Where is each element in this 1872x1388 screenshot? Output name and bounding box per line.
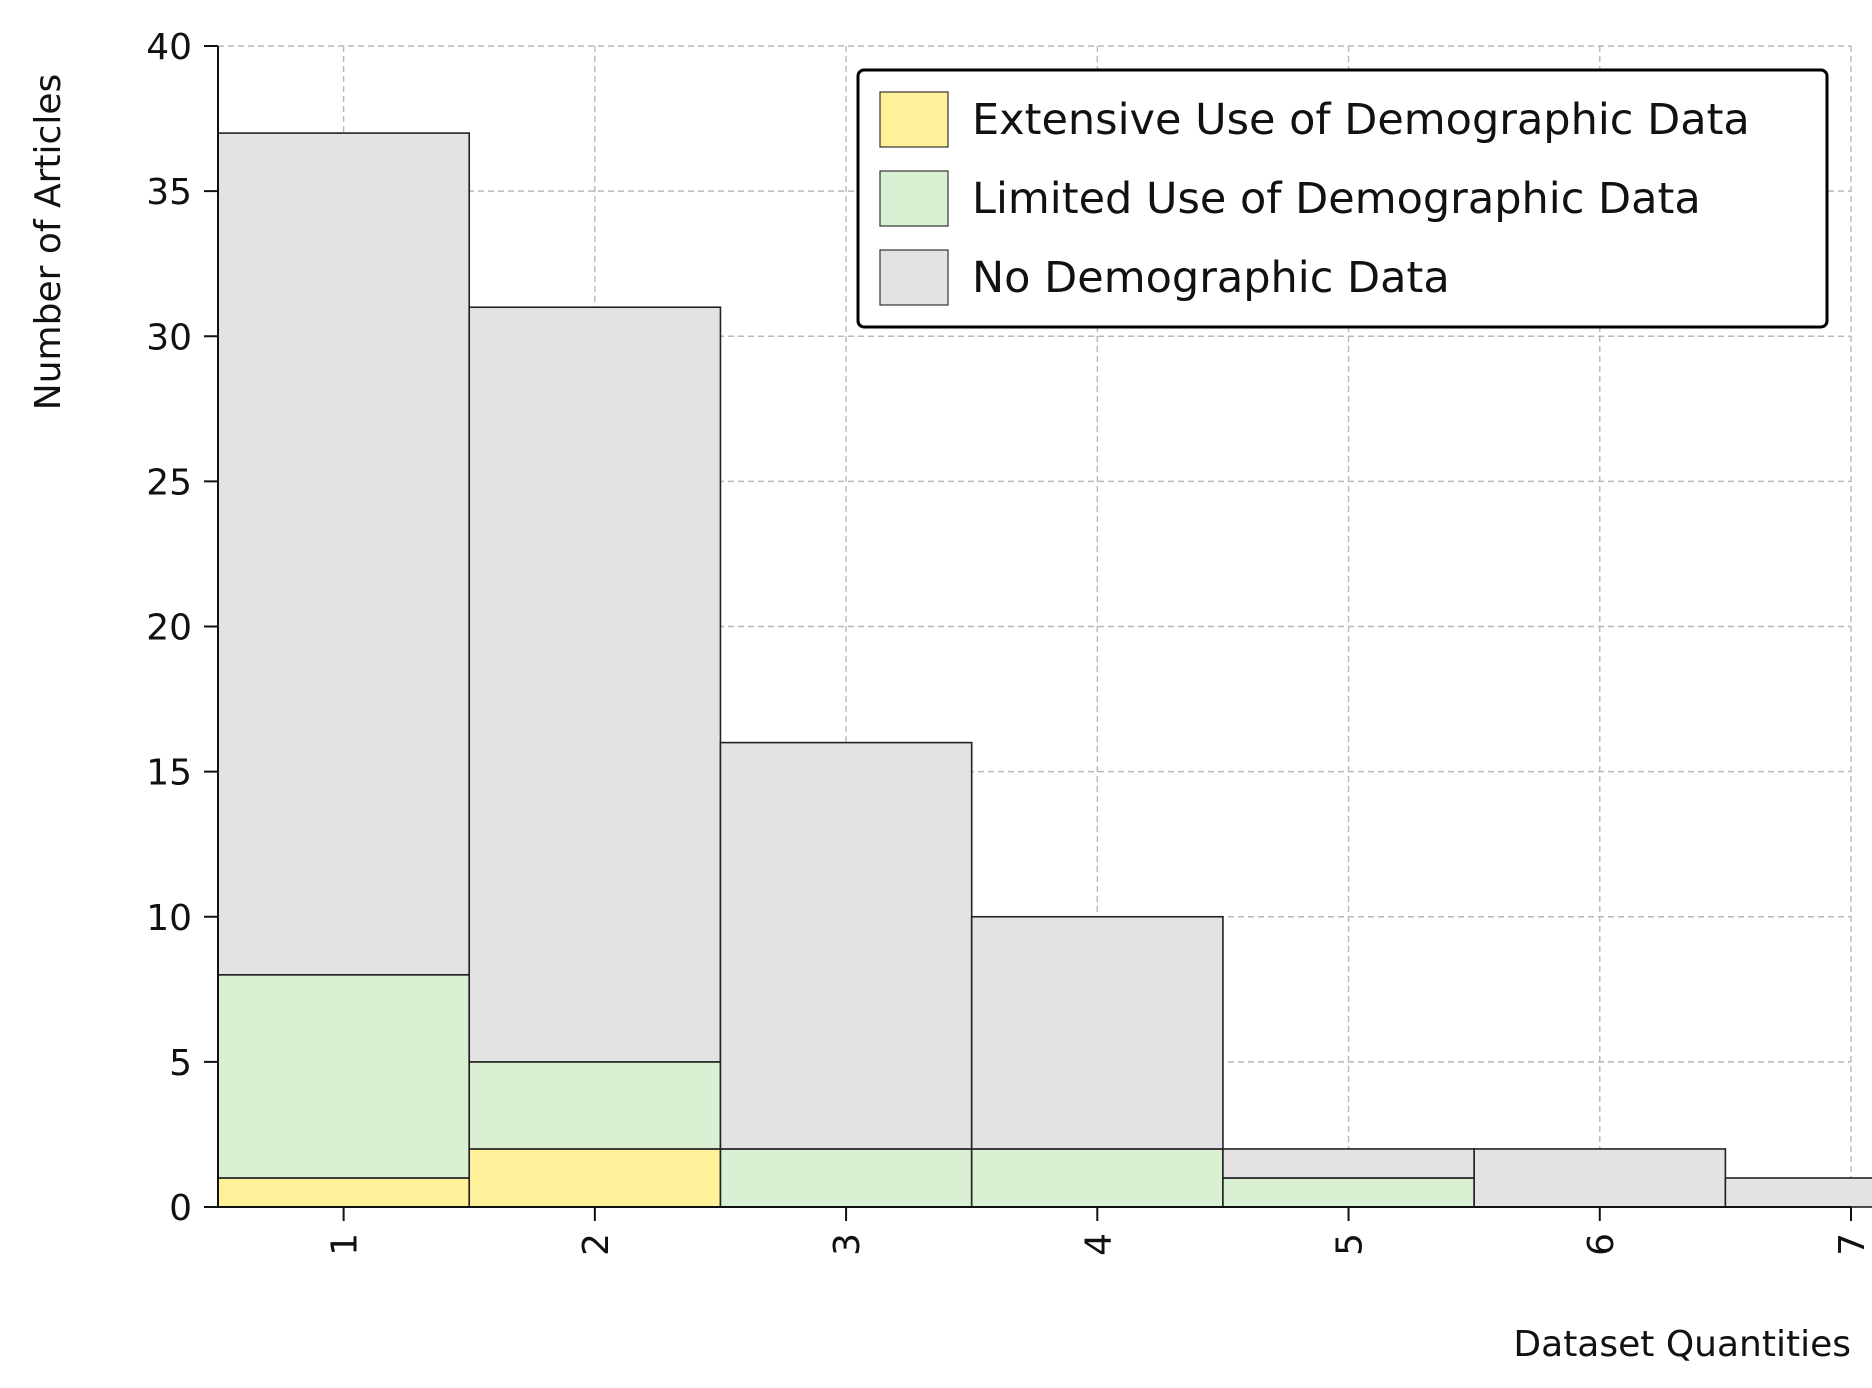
bar-segment-limited-5	[1222, 1177, 1475, 1208]
legend-swatch-limited	[879, 170, 949, 227]
y-tick-label: 35	[146, 172, 192, 213]
y-tick-label: 20	[146, 608, 192, 649]
bar-segment-none-5	[1222, 1148, 1475, 1179]
x-tick-label: 3	[827, 1233, 868, 1256]
x-tick-label: 5	[1330, 1233, 1371, 1256]
bar-segment-limited-3	[719, 1148, 973, 1208]
bar-segment-none-1	[217, 132, 471, 976]
y-axis-title: Number of Articles	[28, 74, 69, 410]
bar-segment-none-4	[970, 915, 1224, 1150]
x-tick-label: 7	[1832, 1233, 1872, 1256]
x-tick-label: 1	[325, 1233, 366, 1256]
legend-label-limited: Limited Use of Demographic Data	[972, 174, 1701, 224]
bar-segment-none-2	[468, 306, 722, 1063]
bars	[217, 132, 1872, 1208]
y-tick-label: 25	[146, 462, 192, 503]
legend: Extensive Use of Demographic Data Limite…	[856, 68, 1829, 329]
legend-label-extensive: Extensive Use of Demographic Data	[972, 95, 1750, 145]
bar-segment-none-3	[719, 741, 973, 1150]
legend-swatch-extensive	[879, 91, 949, 148]
bar-segment-none-6	[1473, 1148, 1727, 1208]
x-axis-title: Dataset Quantities	[1513, 1324, 1851, 1365]
legend-swatch-none	[879, 249, 949, 306]
y-axis-ticks: 0 5 10 15 20 25 30 35 40	[146, 27, 218, 1229]
y-tick-label: 15	[146, 753, 192, 794]
x-tick-label: 2	[576, 1233, 617, 1256]
y-tick-label: 40	[146, 27, 192, 68]
bar-segment-none-7	[1724, 1177, 1872, 1208]
bar-segment-limited-1	[217, 973, 471, 1179]
bar-segment-extensive-2	[468, 1148, 722, 1208]
y-tick-label: 10	[146, 898, 192, 939]
x-tick-label: 6	[1581, 1233, 1622, 1256]
x-tick-label: 4	[1078, 1233, 1119, 1256]
x-axis-ticks: 1 2 3 4 5 6 7	[325, 1207, 1872, 1256]
legend-label-none: No Demographic Data	[972, 253, 1450, 303]
bar-segment-limited-4	[970, 1148, 1224, 1208]
bar-segment-extensive-1	[217, 1177, 471, 1208]
y-tick-label: 5	[169, 1043, 192, 1084]
bar-segment-limited-2	[468, 1061, 722, 1150]
y-tick-label: 0	[169, 1188, 192, 1229]
y-tick-label: 30	[146, 317, 192, 358]
legend-frame	[856, 68, 1829, 329]
